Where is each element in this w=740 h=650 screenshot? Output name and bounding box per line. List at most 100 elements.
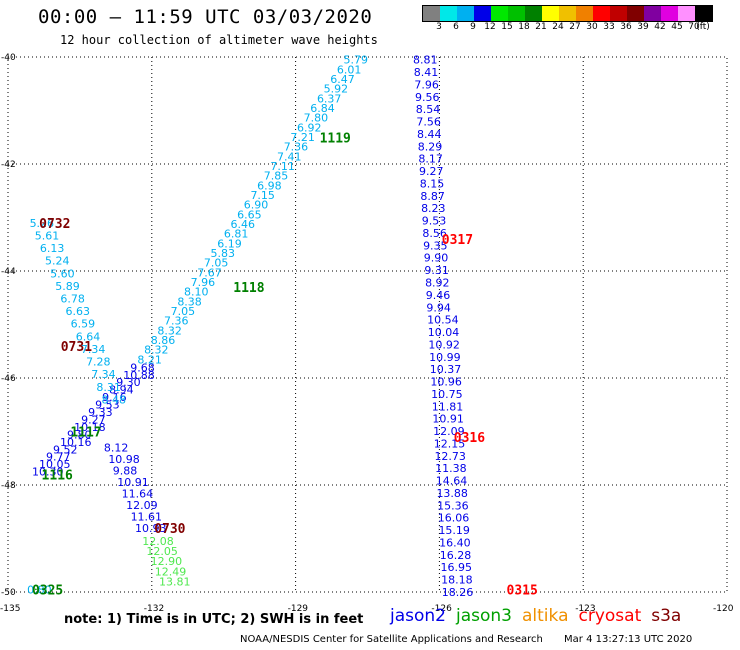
mission-label-jason2: jason2 <box>390 606 446 626</box>
legend-swatch <box>474 6 491 21</box>
wave-height-value: 10.30 <box>32 466 64 479</box>
orbit-label: 1118 <box>233 281 264 296</box>
wave-height-value: 6.59 <box>71 318 96 331</box>
legend-swatch <box>576 6 593 21</box>
legend-swatch <box>593 6 610 21</box>
legend-swatch <box>627 6 644 21</box>
wave-height-value: 11.64 <box>122 487 153 500</box>
wave-height-value: 7.67 <box>197 266 222 279</box>
wave-height-value: 12.09 <box>126 499 158 512</box>
legend-label: (ft) <box>696 22 710 32</box>
legend-swatch <box>440 6 457 21</box>
wave-height-value: 7.21 <box>290 131 315 144</box>
wave-height-value: 7.34 <box>91 368 116 381</box>
page-subtitle: 12 hour collection of altimeter wave hei… <box>60 33 378 47</box>
lon-tick-label: -123 <box>575 604 595 614</box>
legend-label: 30 <box>586 22 598 32</box>
legend-label: 45 <box>671 22 683 32</box>
legend-label: 3 <box>436 22 442 32</box>
wave-height-value: 12.08 <box>142 535 174 548</box>
wave-height-value: 6.92 <box>297 121 322 134</box>
wave-height-value: 7.36 <box>164 315 189 328</box>
wave-height-value: 9.16 <box>102 391 127 404</box>
mission-label-s3a: s3a <box>651 606 682 626</box>
wave-height-value: 10.54 <box>427 314 459 327</box>
wave-height-value: 9.33 <box>88 406 113 419</box>
wave-height-value: 7.15 <box>250 189 275 202</box>
wave-height-value: 10.91 <box>432 413 464 426</box>
wave-height-value: 10.18 <box>74 421 106 434</box>
wave-height-value: 7.41 <box>277 150 302 163</box>
legend-swatch <box>678 6 695 21</box>
wave-height-value: 9.80 <box>67 428 92 441</box>
legend-swatch <box>525 6 542 21</box>
wave-height-value: 6.63 <box>66 305 91 318</box>
axis-ticks: -40 -42 -44 -46 -48 -50 -135 -132 -129 -126 -123 -1… <box>0 53 734 614</box>
wave-height-value: 7.34 <box>81 343 106 356</box>
wave-height-value: 5.24 <box>45 255 70 268</box>
wave-height-value: 0.80 <box>27 583 51 596</box>
wave-height-value: 13.81 <box>159 575 191 588</box>
wave-height-value: 5.83 <box>211 247 236 260</box>
legend-label: 12 <box>484 22 496 32</box>
wave-height-value: 9.52 <box>53 443 78 456</box>
mission-label-jason3: jason3 <box>456 606 512 626</box>
wave-height-value: 11.61 <box>131 510 163 523</box>
wave-height-value: 8.81 <box>413 54 438 67</box>
wave-height-value: 6.81 <box>224 228 249 241</box>
wave-height-value: 7.05 <box>204 257 229 270</box>
wave-height-value: 8.54 <box>416 103 441 116</box>
map-frame <box>7 56 728 593</box>
wave-height-value: 9.53 <box>95 399 120 412</box>
wave-height-value: 5.92 <box>324 83 349 96</box>
orbit-label: 0730 <box>154 522 185 537</box>
wave-height-value: 16.06 <box>438 512 470 525</box>
lat-tick-label: -50 <box>1 588 16 598</box>
legend-swatch <box>661 6 678 21</box>
wave-height-value: 6.19 <box>217 237 242 250</box>
legend-swatch <box>542 6 559 21</box>
legend-label: 9 <box>470 22 476 32</box>
wave-height-value: 12.09 <box>433 425 465 438</box>
lat-tick-label: -42 <box>1 160 16 170</box>
wave-height-value: 8.17 <box>418 153 443 166</box>
footer-timestamp: Mar 4 13:27:13 UTC 2020 <box>564 634 693 645</box>
wave-height-value: 5.79 <box>344 54 369 67</box>
wave-height-value: 9.90 <box>424 252 449 265</box>
wave-height-value: 10.04 <box>428 326 460 339</box>
wave-height-value: 12.05 <box>146 545 178 558</box>
lon-tick-label: -132 <box>144 604 164 614</box>
wave-height-value: 9.35 <box>423 239 448 252</box>
wave-height-value: 8.92 <box>425 277 450 290</box>
legend-swatch <box>508 6 525 21</box>
legend-swatch <box>423 6 440 21</box>
wave-height-value: 8.21 <box>137 353 162 366</box>
orbit-label: 0317 <box>442 233 473 248</box>
legend-label: 27 <box>569 22 581 32</box>
lon-tick-label: -126 <box>431 604 452 614</box>
mission-label-altika: altika <box>522 606 569 626</box>
wave-height-value: 8.31 <box>96 381 121 394</box>
wave-height-value: 9.77 <box>46 451 71 464</box>
wave-height-value: 10.92 <box>428 338 460 351</box>
wave-height-value: 6.90 <box>244 199 269 212</box>
lon-tick-label: -120 <box>713 604 734 614</box>
lat-tick-label: -44 <box>1 267 16 277</box>
wave-height-value: 12.15 <box>434 437 466 450</box>
wave-height-value: 5.60 <box>50 267 74 280</box>
wave-height-value: 8.32 <box>144 344 169 357</box>
wave-height-value: 9.94 <box>426 301 451 314</box>
wave-height-value: 10.98 <box>108 453 140 466</box>
lat-tick-label: -46 <box>1 374 16 384</box>
wave-height-value: 8.23 <box>421 202 446 215</box>
wave-height-value: 9.27 <box>81 413 106 426</box>
wave-height-value: 10.96 <box>430 376 462 389</box>
legend-label: 36 <box>620 22 632 32</box>
wave-height-value: 16.28 <box>440 549 472 562</box>
legend-swatch <box>644 6 661 21</box>
wave-height-value: 12.73 <box>434 450 466 463</box>
wave-height-value: 5.89 <box>55 280 80 293</box>
wave-height-value: 9.31 <box>424 264 449 277</box>
lat-tick-label: -48 <box>1 481 16 491</box>
